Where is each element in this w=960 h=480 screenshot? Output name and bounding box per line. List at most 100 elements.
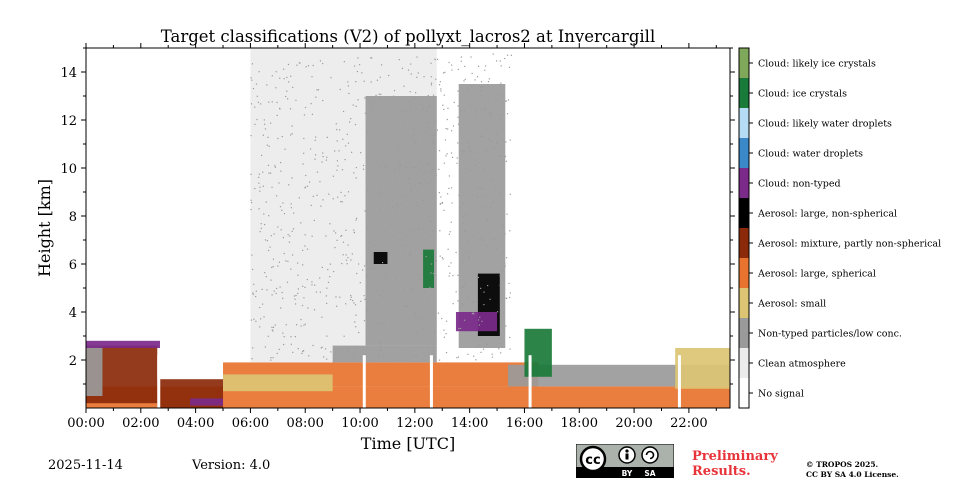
- speckle-472: [478, 344, 480, 346]
- speckle-326: [325, 235, 327, 237]
- speckle-652: [491, 239, 493, 241]
- speckle-477: [469, 251, 471, 253]
- speckle-127: [311, 76, 313, 78]
- speckle-691: [270, 357, 272, 359]
- speckle-725: [352, 104, 354, 106]
- speckle-462: [326, 156, 328, 158]
- speckle-531: [451, 202, 453, 204]
- license-note: © TROPOS 2025. CC BY SA 4.0 License.: [806, 460, 899, 480]
- speckle-535: [495, 142, 498, 145]
- speckle-260: [274, 165, 276, 167]
- cc-by-sa-badge[interactable]: cc BY SA: [576, 444, 674, 478]
- speckle-481: [421, 103, 423, 106]
- speckle-137: [470, 56, 472, 58]
- speckle-116: [460, 60, 462, 62]
- speckle-323: [456, 357, 458, 359]
- speckle-240: [475, 110, 477, 112]
- speckle-489: [279, 206, 282, 208]
- speckle-82: [302, 264, 304, 266]
- speckle-412: [283, 78, 285, 80]
- speckle-682: [452, 274, 454, 277]
- speckle-748: [307, 307, 309, 309]
- speckle-897: [446, 153, 448, 155]
- speckle-292: [444, 71, 446, 73]
- speckle-27: [384, 309, 386, 311]
- speckle-683: [457, 68, 459, 71]
- speckle-821: [348, 92, 350, 95]
- speckle-667: [376, 79, 379, 81]
- speckle-885: [364, 112, 366, 114]
- speckle-258: [290, 343, 292, 345]
- speckle-13: [418, 182, 420, 184]
- speckle-270: [412, 133, 415, 136]
- speckle-893: [326, 358, 328, 360]
- speckle-664: [445, 155, 447, 157]
- legend-swatch-3: [739, 138, 749, 168]
- speckle-579: [397, 359, 399, 361]
- speckle-301: [269, 246, 271, 248]
- speckle-685: [464, 230, 466, 232]
- speckle-73: [508, 66, 511, 69]
- speckle-454: [252, 293, 254, 295]
- x-tick-label-4: 08:00: [286, 416, 323, 431]
- speckle-780: [386, 201, 388, 203]
- speckle-293: [399, 168, 401, 171]
- speckle-751: [293, 212, 295, 214]
- license-line-2: CC BY SA 4.0 License.: [806, 470, 899, 479]
- y-tick-label-0: 2: [69, 354, 77, 369]
- speckle-517: [496, 311, 499, 313]
- speckle-233: [470, 157, 472, 159]
- speckle-873: [420, 122, 422, 125]
- speckle-144: [304, 286, 306, 289]
- speckle-482: [268, 172, 270, 174]
- speckle-534: [334, 150, 336, 152]
- speckle-836: [474, 255, 476, 257]
- speckle-149: [477, 186, 479, 189]
- speckle-372: [430, 172, 432, 174]
- speckle-716: [259, 186, 261, 188]
- speckle-887: [349, 121, 351, 123]
- speckle-14: [487, 80, 490, 83]
- speckle-249: [494, 185, 496, 187]
- data-gap-0: [157, 355, 161, 408]
- speckle-115: [266, 289, 268, 291]
- speckle-507: [425, 111, 427, 113]
- speckle-503: [287, 98, 289, 100]
- speckle-583: [371, 223, 373, 225]
- speckle-459: [477, 224, 479, 226]
- speckle-639: [498, 94, 500, 96]
- speckle-253: [304, 323, 306, 325]
- speckle-594: [443, 162, 445, 164]
- speckle-675: [340, 235, 342, 237]
- speckle-792: [353, 65, 356, 67]
- speckle-267: [446, 118, 448, 121]
- speckle-111: [313, 219, 315, 222]
- speckle-875: [355, 314, 357, 316]
- speckle-52: [270, 359, 272, 361]
- speckle-96: [303, 137, 305, 140]
- speckle-634: [384, 276, 386, 279]
- speckle-708: [462, 222, 465, 225]
- data-gap-1: [362, 355, 366, 408]
- speckle-679: [411, 188, 413, 190]
- speckle-551: [496, 60, 498, 62]
- speckle-129: [364, 97, 366, 99]
- speckle-568: [481, 320, 483, 322]
- speckle-866: [256, 118, 258, 121]
- speckle-559: [443, 94, 445, 96]
- speckle-31: [410, 288, 412, 290]
- speckle-555: [473, 313, 475, 315]
- speckle-294: [301, 285, 304, 287]
- speckle-795: [481, 206, 484, 209]
- share-alike-icon: [641, 446, 659, 464]
- speckle-94: [445, 352, 448, 354]
- speckle-458: [260, 103, 262, 105]
- preliminary-line-2: Results.: [692, 464, 751, 479]
- speckle-373: [251, 268, 254, 271]
- speckle-619: [487, 220, 489, 222]
- speckle-39: [336, 239, 338, 241]
- legend-label-1: Cloud: ice crystals: [758, 89, 847, 100]
- speckle-291: [504, 265, 506, 267]
- speckle-154: [484, 107, 486, 109]
- speckle-653: [302, 249, 304, 252]
